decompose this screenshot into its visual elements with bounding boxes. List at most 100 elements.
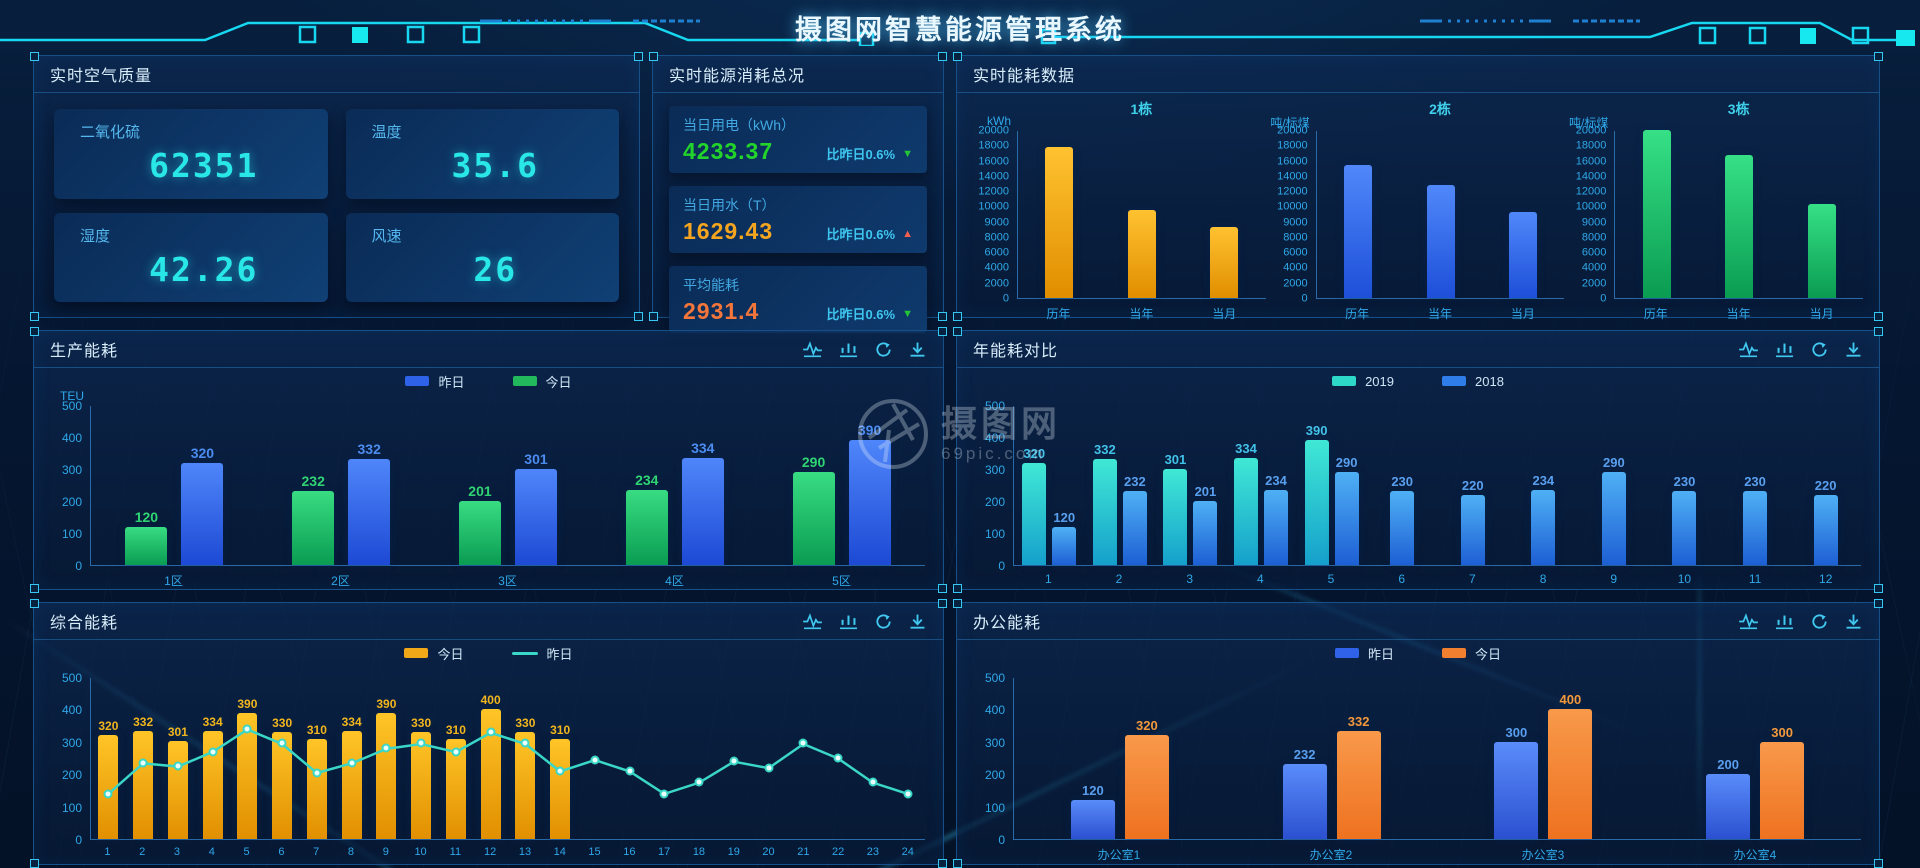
bar-昨日-3区[interactable] [514, 469, 557, 565]
bar-2019-5[interactable] [1304, 440, 1329, 565]
download-icon[interactable] [908, 613, 927, 630]
download-icon[interactable] [1844, 613, 1863, 630]
x-axis-label: 22 [832, 846, 845, 858]
bar-今日-2[interactable] [133, 731, 154, 839]
bar-2018-2[interactable] [1122, 491, 1147, 565]
bar-能耗-历年[interactable] [1343, 165, 1372, 298]
bar-今日-办公室1[interactable] [1124, 735, 1169, 839]
bar-昨日-办公室1[interactable] [1070, 800, 1115, 839]
pulse-icon[interactable] [1738, 612, 1759, 630]
pulse-icon[interactable] [802, 340, 823, 358]
x-axis-label: 1 [1044, 572, 1052, 586]
pulse-icon[interactable] [802, 612, 823, 630]
legend-item-今日[interactable]: 今日 [1442, 644, 1501, 663]
bar-今日-10[interactable] [411, 732, 432, 839]
bar-2018-1[interactable] [1052, 527, 1077, 565]
bar-2019-3[interactable] [1163, 469, 1188, 565]
bar-chart-icon[interactable] [1774, 341, 1795, 358]
bar-2018-8[interactable] [1531, 490, 1556, 565]
legend-item-昨日[interactable]: 昨日 [1334, 644, 1394, 663]
bar-wrap: 232 [1122, 475, 1147, 565]
bar-chart-icon[interactable] [838, 613, 859, 630]
bar-今日-办公室4[interactable] [1760, 742, 1805, 839]
legend-item-2018[interactable]: 2018 [1442, 374, 1504, 389]
category-slot: 330 [508, 678, 543, 839]
bar-2018-4[interactable] [1264, 490, 1289, 565]
x-axis-label: 4 [1257, 572, 1264, 586]
bar-今日-2区[interactable] [292, 491, 335, 565]
bar-今日-办公室2[interactable] [1336, 731, 1381, 839]
bar-今日-8[interactable] [341, 731, 362, 839]
bar-能耗-当年[interactable] [1426, 185, 1455, 298]
download-icon[interactable] [908, 341, 927, 358]
refresh-icon[interactable] [1810, 341, 1829, 358]
bar-昨日-2区[interactable] [348, 459, 391, 565]
compare-vs-yesterday: 比昨日0.6% ▼ [826, 147, 913, 162]
panel-air-quality: 实时空气质量 二氧化硫 62351 温度 35.6 湿度 42.26 风速 26 [30, 52, 643, 321]
panel-title: 实时能源消耗总况 [669, 68, 806, 85]
bar-今日-5区[interactable] [792, 472, 835, 565]
bar-value-label: 230 [1391, 474, 1414, 489]
bar-能耗-当月[interactable] [1509, 212, 1538, 298]
bar-2018-10[interactable] [1672, 491, 1697, 565]
bar-value-label: 234 [1265, 473, 1287, 488]
bar-今日-9[interactable] [376, 713, 397, 839]
bar-今日-6[interactable] [272, 732, 293, 839]
bar-能耗-历年[interactable] [1045, 147, 1074, 298]
bar-2018-6[interactable] [1390, 491, 1415, 565]
bar-今日-办公室3[interactable] [1548, 709, 1593, 839]
legend-item-2019[interactable]: 2019 [1332, 374, 1394, 389]
bar-今日-1[interactable] [98, 735, 119, 839]
y-axis-tick: 12000 [978, 185, 1009, 198]
bar-2019-2[interactable] [1092, 459, 1117, 565]
bar-2018-9[interactable] [1601, 472, 1626, 565]
bar-能耗-当年[interactable] [1127, 210, 1156, 298]
bar-今日-7[interactable] [306, 739, 327, 839]
bar-昨日-5区[interactable] [848, 440, 891, 565]
bar-今日-4区[interactable] [625, 490, 668, 565]
bar-今日-14[interactable] [550, 739, 571, 839]
bar-能耗-当月[interactable] [1210, 227, 1239, 298]
bar-能耗-当年[interactable] [1725, 155, 1754, 298]
bar-2018-11[interactable] [1743, 491, 1768, 565]
metric-label: 二氧化硫 [80, 124, 141, 141]
y-axis-tick: 300 [984, 735, 1005, 750]
y-axis-tick: 400 [61, 431, 82, 445]
legend-item-今日[interactable]: 今日 [404, 644, 464, 663]
download-icon[interactable] [1844, 341, 1863, 358]
legend-item-昨日[interactable]: 昨日 [511, 644, 573, 663]
pulse-icon[interactable] [1738, 340, 1759, 358]
bar-能耗-历年[interactable] [1642, 130, 1671, 298]
refresh-icon[interactable] [874, 341, 893, 358]
bar-2019-4[interactable] [1234, 458, 1259, 565]
refresh-icon[interactable] [1810, 613, 1829, 630]
bar-昨日-1区[interactable] [181, 463, 224, 565]
panel-title: 实时能耗数据 [973, 68, 1076, 85]
bar-能耗-当月[interactable] [1807, 204, 1836, 298]
overall-energy-chart: 500 400 300 200 100 0 320 332 301 334 390 330 310 334… [46, 672, 925, 858]
bar-2018-5[interactable] [1334, 472, 1359, 565]
legend-item-今日[interactable]: 今日 [512, 372, 572, 391]
bar-今日-1区[interactable] [125, 527, 168, 565]
bar-2019-1[interactable] [1022, 463, 1047, 565]
bar-昨日-办公室2[interactable] [1282, 764, 1327, 839]
legend-item-昨日[interactable]: 昨日 [405, 372, 465, 391]
bar-2018-7[interactable] [1460, 495, 1485, 565]
category-slot: 290 [1579, 406, 1650, 565]
bar-2018-12[interactable] [1813, 495, 1838, 565]
bar-wrap: 334 [681, 441, 724, 565]
bar-昨日-办公室3[interactable] [1494, 742, 1539, 839]
bar-chart-icon[interactable] [1774, 613, 1795, 630]
bar-昨日-办公室4[interactable] [1706, 774, 1751, 839]
bar-今日-13[interactable] [515, 732, 536, 839]
panel-realtime-energy: 实时能耗数据 1栋 kWh 20000 18000 16000 14000 12000 10… [953, 52, 1883, 321]
bar-昨日-4区[interactable] [681, 458, 724, 565]
refresh-icon[interactable] [874, 613, 893, 630]
bar-今日-3区[interactable] [458, 501, 501, 565]
trend-down-icon: ▼ [902, 147, 913, 160]
bar-chart-icon[interactable] [838, 341, 859, 358]
bar-今日-3[interactable] [167, 741, 188, 839]
line-point [590, 755, 600, 765]
bar-2018-3[interactable] [1193, 501, 1218, 565]
x-axis-label: 16 [623, 846, 636, 858]
